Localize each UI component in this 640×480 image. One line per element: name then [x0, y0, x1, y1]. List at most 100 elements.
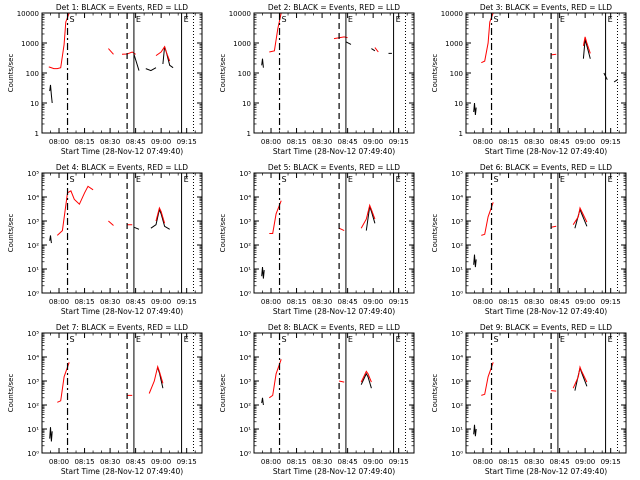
- x-tick-label: 08:15: [498, 138, 518, 146]
- marker-label: S: [282, 335, 287, 344]
- y-tick-label: 10²: [451, 242, 463, 250]
- x-tick-label: 08:45: [338, 458, 358, 466]
- panel-det-3: S E E 1 10 100 1000 10000 08:00 08:15 08:30 08:45 09…: [431, 3, 627, 156]
- x-tick-label: 09:15: [177, 138, 197, 146]
- marker-label: S: [494, 15, 499, 24]
- x-tick-label: 08:30: [312, 458, 332, 466]
- marker-label: S: [494, 175, 499, 184]
- x-tick-label: 09:15: [389, 138, 409, 146]
- y-tick-label: 10¹: [239, 426, 251, 434]
- y-tick-label: 1000: [445, 40, 463, 48]
- x-tick-label: 08:45: [550, 138, 570, 146]
- y-tick-label: 10⁰: [451, 450, 463, 458]
- y-tick-label: 10000: [229, 10, 251, 18]
- marker-label: S: [282, 15, 287, 24]
- series-red-line: [269, 13, 414, 53]
- marker-label: E: [560, 175, 565, 184]
- y-tick-label: 1: [247, 130, 251, 138]
- y-axis-label: Counts/sec: [219, 214, 227, 253]
- plot-frame: [465, 172, 627, 294]
- marker-label: E: [560, 15, 565, 24]
- y-tick-label: 100: [238, 70, 251, 78]
- x-tick-label: 08:15: [286, 138, 306, 146]
- x-tick-label: 08:15: [74, 138, 94, 146]
- x-tick-label: 08:00: [49, 458, 69, 466]
- marker-label: S: [70, 15, 75, 24]
- panel-det-1: S E E 1 10 100 1000 10000 08:00 08:15 08:30 08:45 09…: [7, 3, 203, 156]
- x-tick-label: 08:45: [338, 138, 358, 146]
- y-tick-label: 10⁵: [27, 330, 39, 338]
- plot-frame: [41, 172, 203, 294]
- x-tick-label: 08:00: [473, 138, 493, 146]
- y-tick-label: 1: [35, 130, 39, 138]
- x-tick-label: 08:00: [261, 298, 281, 306]
- y-axis-label: Counts/sec: [431, 54, 439, 93]
- x-tick-label: 08:00: [473, 298, 493, 306]
- y-axis-label: Counts/sec: [219, 374, 227, 413]
- y-tick-label: 1000: [21, 40, 39, 48]
- x-tick-label: 08:00: [49, 298, 69, 306]
- y-tick-label: 10²: [451, 402, 463, 410]
- y-tick-label: 10³: [239, 218, 251, 226]
- y-tick-label: 100: [26, 70, 39, 78]
- y-tick-label: 10²: [239, 402, 251, 410]
- x-tick-label: 08:45: [338, 298, 358, 306]
- x-tick-label: 09:00: [151, 298, 171, 306]
- panel-det-9: S E E 10⁰ 10¹ 10² 10³ 10⁴ 10⁵ 08:00 08:15 08:30 08:4…: [431, 323, 627, 476]
- x-tick-label: 09:00: [575, 138, 595, 146]
- marker-label: E: [184, 335, 189, 344]
- x-tick-label: 09:00: [363, 298, 383, 306]
- y-tick-label: 10⁵: [239, 170, 251, 178]
- y-tick-label: 10³: [451, 218, 463, 226]
- marker-label: E: [136, 335, 141, 344]
- x-tick-label: 08:15: [498, 458, 518, 466]
- marker-label: E: [560, 335, 565, 344]
- y-tick-label: 10²: [239, 242, 251, 250]
- series-black-line: [50, 368, 201, 442]
- plot-frame: [465, 332, 627, 454]
- y-tick-label: 10⁴: [451, 354, 463, 362]
- marker-label: E: [348, 335, 353, 344]
- marker-label: E: [184, 15, 189, 24]
- x-tick-label: 08:15: [286, 458, 306, 466]
- panel-title: Det 7: BLACK = Events, RED = LLD: [56, 323, 188, 332]
- panel-det-4: S E E 10⁰ 10¹ 10² 10³ 10⁴ 10⁵ 08:00 08:15 08:30 08:4…: [7, 163, 203, 316]
- y-tick-label: 10³: [27, 378, 39, 386]
- x-axis-label: Start Time (28-Nov-12 07:49:40): [485, 147, 607, 156]
- panel-title: Det 2: BLACK = Events, RED = LLD: [268, 3, 400, 12]
- x-axis-label: Start Time (28-Nov-12 07:49:40): [273, 147, 395, 156]
- x-tick-label: 08:00: [261, 138, 281, 146]
- y-tick-label: 10: [242, 100, 251, 108]
- x-tick-label: 09:00: [151, 138, 171, 146]
- x-axis-label: Start Time (28-Nov-12 07:49:40): [485, 307, 607, 316]
- y-axis-label: Counts/sec: [7, 214, 15, 253]
- y-tick-label: 10¹: [451, 266, 463, 274]
- series-black-line: [474, 368, 625, 436]
- x-tick-label: 08:45: [126, 138, 146, 146]
- y-tick-label: 10⁵: [239, 330, 251, 338]
- y-axis-label: Counts/sec: [7, 54, 15, 93]
- x-tick-label: 09:15: [177, 298, 197, 306]
- x-tick-label: 09:15: [601, 138, 621, 146]
- y-axis-label: Counts/sec: [431, 214, 439, 253]
- x-tick-label: 09:15: [601, 458, 621, 466]
- marker-label: E: [348, 15, 353, 24]
- x-tick-label: 08:30: [524, 298, 544, 306]
- x-tick-label: 08:45: [126, 298, 146, 306]
- panel-title: Det 4: BLACK = Events, RED = LLD: [56, 163, 188, 172]
- y-tick-label: 10⁰: [239, 450, 251, 458]
- x-tick-label: 09:00: [363, 458, 383, 466]
- x-tick-label: 09:15: [389, 298, 409, 306]
- marker-label: S: [70, 335, 75, 344]
- y-tick-label: 1000: [233, 40, 251, 48]
- panel-det-7: S E E 10⁰ 10¹ 10² 10³ 10⁴ 10⁵ 08:00 08:15 08:30 08:4…: [7, 323, 203, 476]
- series-black-line: [473, 39, 618, 115]
- marker-label: E: [348, 175, 353, 184]
- y-tick-label: 10¹: [27, 266, 39, 274]
- x-axis-label: Start Time (28-Nov-12 07:49:40): [61, 307, 183, 316]
- y-tick-label: 10000: [441, 10, 463, 18]
- marker-label: E: [396, 15, 401, 24]
- y-axis-label: Counts/sec: [7, 374, 15, 413]
- x-tick-label: 08:30: [100, 458, 120, 466]
